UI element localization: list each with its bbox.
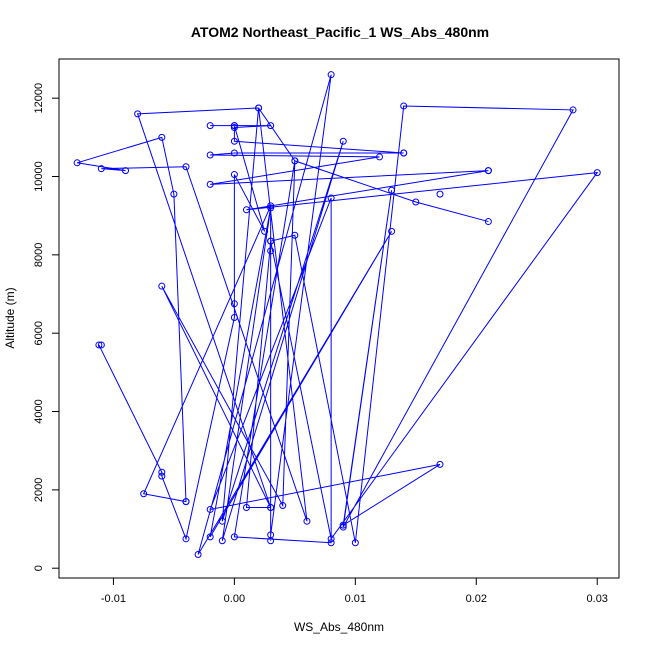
y-axis-label: Altitude (m) <box>3 287 17 348</box>
y-tick-label: 6000 <box>33 321 45 345</box>
data-point <box>267 531 275 539</box>
data-point <box>327 194 335 202</box>
y-tick-label: 2000 <box>33 478 45 502</box>
x-tick-label: 0.01 <box>345 593 366 605</box>
data-point <box>376 153 384 161</box>
data-point <box>339 137 347 145</box>
data-point <box>206 180 214 188</box>
series-points <box>73 71 601 558</box>
data-point <box>158 282 166 290</box>
data-point <box>569 106 577 114</box>
data-point <box>351 539 359 547</box>
y-tick-label: 12000 <box>33 83 45 114</box>
data-point <box>158 133 166 141</box>
x-axis-label: WS_Abs_480nm <box>294 620 384 634</box>
data-point <box>206 122 214 130</box>
data-point <box>484 167 492 175</box>
y-tick-label: 4000 <box>33 399 45 423</box>
data-point <box>267 247 275 255</box>
data-point <box>158 472 166 480</box>
data-point <box>230 122 238 130</box>
data-point <box>388 186 396 194</box>
data-point <box>327 539 335 547</box>
data-point <box>279 502 287 510</box>
data-point <box>97 165 105 173</box>
data-point <box>327 71 335 79</box>
data-point <box>291 157 299 165</box>
data-point <box>122 167 130 175</box>
data-point <box>339 521 347 529</box>
data-point <box>206 533 214 541</box>
data-point <box>388 227 396 235</box>
x-tick-label: 0.02 <box>466 593 487 605</box>
data-point <box>134 110 142 118</box>
data-point <box>400 149 408 157</box>
data-point <box>73 159 81 167</box>
data-point <box>206 505 214 513</box>
y-tick-label: 0 <box>33 565 45 571</box>
data-point <box>230 124 238 132</box>
data-point <box>140 490 148 498</box>
x-tick-label: 0.00 <box>224 593 245 605</box>
data-point <box>267 202 275 210</box>
data-point <box>267 237 275 245</box>
data-point <box>97 341 105 349</box>
data-point <box>158 468 166 476</box>
data-point <box>327 535 335 543</box>
data-point <box>484 218 492 226</box>
data-point <box>230 300 238 308</box>
data-point <box>218 517 226 525</box>
data-point <box>218 537 226 545</box>
data-point <box>230 149 238 157</box>
x-tick-label: -0.01 <box>101 593 126 605</box>
data-point <box>242 503 250 511</box>
x-axis: -0.01 0.00 0.01 0.02 0.03 <box>101 577 608 605</box>
data-point <box>194 551 202 558</box>
data-point <box>206 151 214 159</box>
y-tick-label: 10000 <box>33 161 45 192</box>
data-point <box>267 503 275 511</box>
data-point <box>182 163 190 171</box>
data-point <box>291 231 299 239</box>
data-point <box>170 190 178 198</box>
data-point <box>436 460 444 468</box>
data-point <box>303 517 311 525</box>
data-point <box>230 533 238 541</box>
data-point <box>400 102 408 110</box>
data-point <box>230 171 238 179</box>
y-tick-label: 8000 <box>33 243 45 267</box>
data-point <box>95 341 103 349</box>
data-point <box>242 206 250 214</box>
data-point <box>261 227 269 235</box>
series-lines <box>76 74 599 555</box>
series-line <box>76 74 599 555</box>
data-point <box>230 137 238 145</box>
data-point <box>339 523 347 531</box>
data-point <box>182 535 190 543</box>
data-point <box>593 169 601 177</box>
data-point <box>267 122 275 130</box>
chart-title: ATOM2 Northeast_Pacific_1 WS_Abs_480nm <box>191 24 489 40</box>
y-axis: 0 2000 4000 6000 8000 10000 12000 <box>33 83 60 571</box>
data-point <box>412 198 420 206</box>
x-tick-label: 0.03 <box>587 593 608 605</box>
data-point <box>230 314 238 322</box>
data-point <box>436 190 444 198</box>
data-point <box>255 104 263 112</box>
data-point <box>182 498 190 506</box>
data-point <box>267 204 275 212</box>
